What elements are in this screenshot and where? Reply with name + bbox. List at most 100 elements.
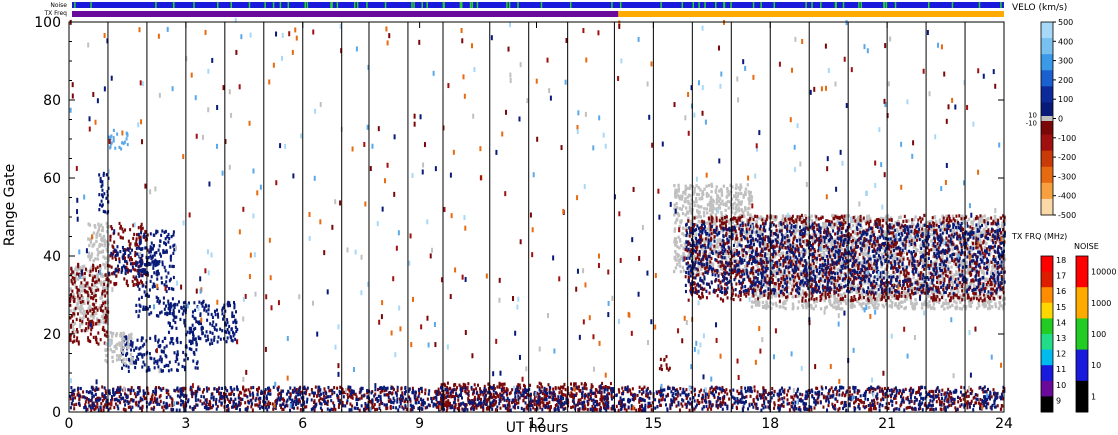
echo-cell — [156, 397, 159, 401]
echo-cell — [252, 396, 255, 400]
echo-cell — [386, 386, 389, 390]
echo-cell — [701, 247, 704, 251]
echo-cell — [338, 389, 341, 394]
echo-cell — [116, 342, 119, 346]
echo-cell — [673, 183, 676, 188]
echo-cell — [796, 395, 799, 399]
echo-cell — [756, 390, 759, 394]
echo-cell — [492, 389, 495, 393]
echo-cell — [919, 404, 922, 408]
noise-bar-tick — [331, 2, 333, 8]
echo-cell — [496, 385, 499, 389]
noise-bar-tick — [805, 2, 807, 8]
echo-cell — [137, 265, 140, 269]
noise-bar-tick — [230, 2, 232, 8]
echo-cell — [141, 365, 144, 369]
echo-cell — [86, 301, 89, 305]
echo-cell — [612, 395, 615, 399]
echo-cell — [582, 407, 585, 411]
echo-cell — [105, 353, 108, 358]
echo-cell — [141, 226, 144, 230]
echo-cell — [996, 391, 999, 396]
echo-cell — [563, 382, 566, 387]
echo-cell — [464, 389, 467, 394]
echo-cell — [132, 236, 135, 241]
echo-cell — [410, 404, 413, 408]
echo-cell — [102, 394, 105, 399]
echo-cell — [588, 398, 591, 402]
echo-cell — [990, 405, 993, 409]
echo-cell — [600, 399, 603, 403]
echo-cell — [198, 320, 201, 324]
echo-cell — [650, 408, 653, 412]
echo-cell — [194, 308, 197, 312]
echo-cell — [77, 288, 80, 292]
echo-cell — [517, 390, 520, 394]
echo-cell — [113, 349, 116, 354]
echo-cell — [121, 227, 124, 231]
echo-cell — [140, 222, 143, 226]
echo-cell — [936, 394, 939, 399]
echo-cell — [463, 385, 466, 389]
echo-cell — [951, 401, 954, 406]
echo-cell — [630, 404, 633, 408]
echo-cell — [195, 340, 198, 344]
echo-cell — [574, 382, 577, 386]
echo-cell — [351, 404, 354, 408]
echo-cell — [462, 401, 465, 405]
echo-cell — [442, 407, 445, 411]
echo-cell — [172, 244, 175, 248]
echo-cell — [96, 398, 99, 402]
echo-cell — [531, 403, 534, 408]
echo-cell — [179, 403, 182, 407]
echo-cell — [168, 264, 171, 268]
echo-cell — [945, 394, 948, 398]
echo-cell — [737, 392, 740, 396]
echo-cell — [731, 206, 735, 210]
echo-cell — [103, 282, 106, 286]
echo-cell — [72, 328, 75, 332]
echo-cell — [739, 391, 742, 395]
echo-cell — [93, 403, 96, 407]
echo-cell — [93, 223, 96, 228]
echo-cell — [207, 338, 210, 342]
echo-cell — [118, 260, 121, 264]
echo-cell — [79, 318, 82, 323]
echo-cell — [538, 381, 541, 385]
echo-cell — [111, 272, 114, 276]
echo-cell — [138, 274, 141, 278]
echo-cell — [791, 401, 794, 405]
echo-cell — [414, 390, 417, 394]
echo-cell — [749, 213, 752, 217]
echo-cell — [481, 405, 484, 409]
echo-cell — [347, 385, 350, 389]
echo-cell — [598, 389, 601, 393]
echo-cell — [518, 383, 521, 387]
echo-cell — [514, 388, 517, 392]
echo-cell — [96, 257, 100, 261]
echo-cell — [118, 390, 121, 394]
echo-cell — [716, 406, 719, 410]
echo-cell — [587, 392, 590, 396]
echo-cell — [95, 322, 98, 326]
echo-cell — [912, 388, 915, 392]
echo-cell — [123, 392, 126, 396]
echo-cell — [142, 392, 145, 396]
echo-cell — [733, 194, 736, 198]
echo-cell — [981, 387, 984, 392]
echo-cell — [308, 393, 311, 397]
echo-cell — [473, 383, 476, 387]
echo-cell — [189, 341, 192, 346]
echo-cell — [520, 406, 523, 411]
echo-cell — [703, 240, 706, 244]
echo-cell — [190, 347, 193, 352]
echo-cell — [744, 255, 748, 259]
echo-cell — [128, 258, 131, 262]
echo-cell — [737, 224, 740, 228]
echo-cell — [121, 366, 124, 370]
echo-cell — [207, 304, 210, 308]
echo-cell — [201, 402, 204, 406]
echo-cell — [978, 406, 981, 410]
echo-cell — [210, 392, 213, 396]
echo-cell — [434, 390, 437, 394]
